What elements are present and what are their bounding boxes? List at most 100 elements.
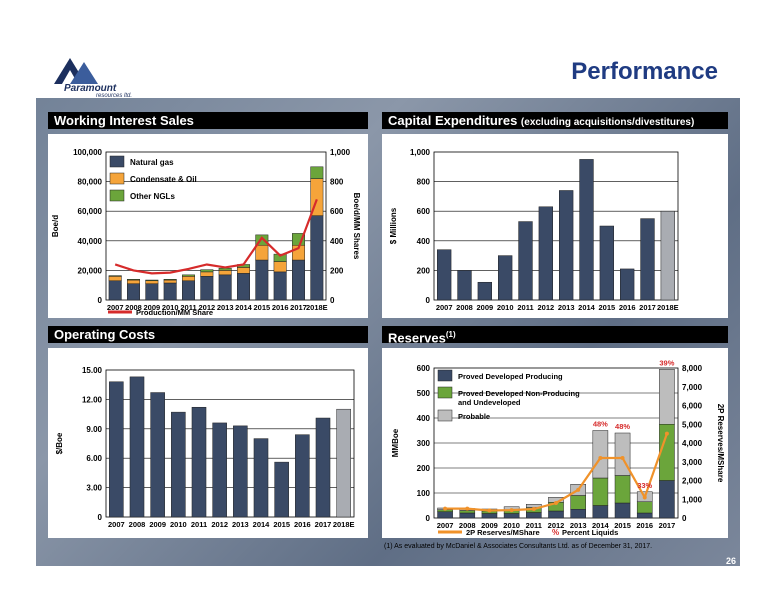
x-tick-label: 2010 — [503, 521, 520, 530]
page-number: 26 — [726, 556, 737, 566]
x-tick-label: 2016 — [294, 520, 311, 529]
y2-tick-label: 8,000 — [682, 364, 703, 373]
bar-segment — [163, 279, 177, 281]
bar-segment — [570, 509, 586, 519]
y-tick-label: 100 — [417, 489, 431, 498]
legend-percent-symbol: % — [552, 528, 559, 537]
reserves-panel: 0 100 200 300 400 500 600 0 1,000 2,000 3,000 4,000… — [382, 348, 728, 538]
line-point — [487, 508, 492, 513]
capex-subtitle: (excluding acquisitions/divestitures) — [520, 117, 695, 128]
y2-axis-label: 2P Reserves/MShare — [716, 404, 725, 483]
y-tick-label: 20,000 — [78, 266, 103, 275]
y-tick-label: 800 — [417, 178, 431, 187]
plot-area — [433, 151, 679, 301]
x-tick-label: 2013 — [232, 520, 249, 529]
header-strip — [36, 36, 740, 98]
bar-segment — [503, 513, 520, 519]
working-interest-header: Working Interest Sales — [48, 112, 368, 129]
bar-segment — [570, 495, 586, 510]
bar-segment — [310, 215, 324, 301]
y-tick-label: 80,000 — [78, 178, 103, 187]
y-axis-label: Boe/d — [51, 215, 60, 237]
x-tick-label: 2016 — [272, 303, 289, 312]
line-point — [531, 507, 536, 511]
x-tick-label: 2014 — [592, 521, 610, 530]
x-tick-label: 2011 — [180, 303, 196, 312]
x-tick-label: 2011 — [526, 521, 542, 530]
footnote: (1) As evaluated by McDaniel & Associate… — [384, 543, 653, 550]
x-tick-label: 2016 — [619, 303, 636, 312]
bar — [640, 218, 655, 301]
x-tick-label: 2012 — [548, 521, 565, 530]
y-tick-label: 0 — [98, 296, 103, 305]
operating-costs-header: Operating Costs — [48, 326, 368, 343]
capex-panel: 0 200 400 600 800 1,000 $ Millions 2007 2008 2009… — [382, 134, 728, 318]
bar-segment — [145, 283, 159, 301]
legend-swatch — [437, 409, 453, 422]
bar — [129, 376, 145, 518]
bar-segment — [163, 279, 177, 284]
legend-swatch — [437, 386, 453, 399]
bar — [599, 225, 614, 301]
bar-segment — [108, 275, 122, 277]
line-point — [509, 508, 514, 513]
bar-segment — [459, 512, 476, 519]
x-tick-label: 2011 — [191, 520, 207, 529]
line-point — [554, 501, 558, 505]
x-tick-label: 2014 — [235, 303, 253, 312]
plot-area — [105, 369, 355, 518]
bar — [212, 422, 227, 518]
capex-chart: 0 200 400 600 800 1,000 $ Millions 2007 2008 2009… — [389, 148, 679, 312]
y-tick-label: 200 — [417, 464, 431, 473]
reserves-header: Reserves(1) — [382, 326, 728, 345]
bar — [253, 438, 269, 518]
bar — [233, 425, 248, 518]
legend-label: 2P Reserves/MShare — [466, 528, 540, 537]
y-axis-label: $ Millions — [389, 207, 398, 244]
y-tick-label: 15.00 — [82, 366, 103, 375]
reserves-chart: 0 100 200 300 400 500 600 0 1,000 2,000 3,000 4,000… — [391, 358, 725, 537]
y-tick-label: 0 — [98, 513, 103, 522]
line-point — [443, 506, 448, 511]
y-tick-label: 0 — [426, 296, 431, 305]
x-tick-label: 2015 — [273, 520, 290, 529]
operating-costs-chart: 0 3.00 6.00 9.00 12.00 15.00 $/Boe 2007 2008 2009… — [55, 366, 355, 529]
y-tick-label: 40,000 — [78, 237, 103, 246]
bar-segment — [592, 505, 609, 519]
bar — [315, 417, 331, 518]
bar-segment — [592, 430, 609, 479]
capex-header: Capital Expenditures (excluding acquisit… — [382, 112, 728, 129]
x-tick-label: 2007 — [107, 303, 124, 312]
x-tick-label: 2015 — [614, 521, 631, 530]
bar — [437, 249, 452, 301]
x-tick-label: 2015 — [253, 303, 270, 312]
bar-segment — [127, 283, 140, 301]
bar-segment — [437, 511, 453, 519]
x-tick-label: 2017 — [659, 521, 676, 530]
y-tick-label: 12.00 — [82, 395, 103, 404]
bar — [559, 190, 574, 301]
y2-tick-label: 400 — [330, 237, 344, 246]
x-tick-label: 2008 — [129, 520, 146, 529]
bar-segment — [614, 475, 631, 504]
bar-segment — [273, 271, 287, 301]
legend-label: Proved Developed Producing — [458, 372, 563, 381]
y-tick-label: 600 — [417, 207, 431, 216]
y-tick-label: 6.00 — [86, 454, 102, 463]
bar — [660, 210, 675, 301]
y2-tick-label: 2,000 — [682, 477, 703, 486]
bar-segment — [526, 512, 542, 519]
bar-segment — [659, 480, 675, 519]
legend-swatch — [109, 189, 125, 202]
legend-label: Probable — [458, 412, 490, 421]
bar — [538, 206, 553, 301]
bar — [336, 408, 351, 518]
legend-label: Other NGLs — [130, 192, 175, 201]
y2-tick-label: 3,000 — [682, 458, 703, 467]
line-point — [576, 487, 581, 492]
bar-segment — [636, 501, 653, 514]
y2-axis-label: Boe/d/MM Shares — [352, 193, 361, 260]
line-point — [620, 456, 625, 460]
bar-segment — [108, 276, 122, 282]
series-line — [114, 198, 318, 275]
